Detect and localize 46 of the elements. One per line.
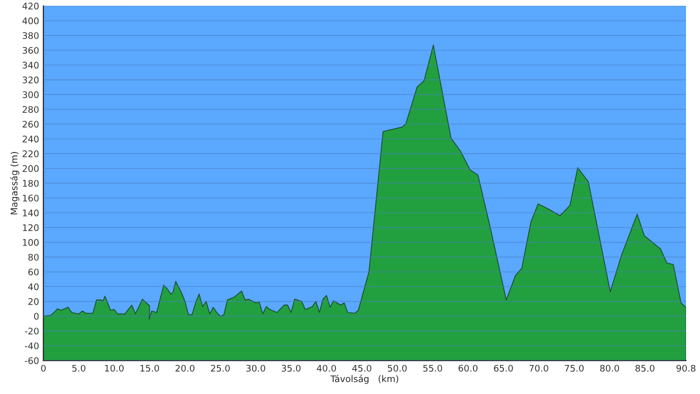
y-tick-label: 360	[22, 46, 39, 54]
y-tick-label: -40	[24, 342, 39, 350]
x-tick-label: 10.0	[105, 364, 124, 372]
y-axis-title: Magasság (m)	[10, 152, 20, 214]
y-tick-label: 60	[28, 268, 39, 276]
y-tick-label: 140	[22, 209, 39, 216]
x-tick-label: 85.0	[636, 364, 654, 372]
x-tick-label: 70.0	[529, 364, 548, 372]
x-tick-label: 0	[41, 364, 46, 372]
x-tick-label: 35.0	[282, 364, 301, 372]
y-tick-label: 0	[34, 312, 39, 320]
y-tick-label: 380	[22, 32, 39, 40]
y-tick-label: 220	[22, 150, 39, 158]
y-tick-label: 320	[22, 76, 39, 84]
x-tick-label: 25.0	[210, 364, 230, 372]
x-tick-label: 55.0	[423, 364, 442, 372]
y-tick-label: -20	[24, 328, 39, 335]
x-tick-label: 45.0	[352, 364, 372, 372]
x-tick-label: 30.0	[246, 364, 266, 372]
x-tick-label: 60.0	[458, 364, 478, 372]
y-tick-label: 80	[28, 254, 39, 261]
y-tick-label: 340	[22, 62, 39, 69]
y-tick-label: 300	[22, 91, 39, 98]
y-tick-label: 20	[28, 298, 39, 305]
x-tick-label: 90.8	[676, 364, 696, 372]
y-tick-label: 40	[28, 283, 39, 290]
x-tick-label: 5.0	[72, 364, 86, 372]
x-tick-label: 75.0	[564, 364, 584, 372]
x-axis-title: Távolság (km)	[330, 374, 398, 384]
x-tick-label: 50.0	[388, 364, 407, 372]
y-tick-label: 260	[22, 120, 39, 128]
y-tick-label: 400	[22, 17, 39, 24]
y-tick-label: 240	[22, 136, 39, 142]
y-tick-label: -60	[24, 357, 39, 364]
y-tick-label: 280	[22, 106, 39, 113]
y-tick-label: 100	[22, 239, 39, 246]
y-tick-label: 200	[22, 165, 39, 172]
y-tick-label: 420	[22, 2, 39, 10]
x-tick-label: 65.0	[494, 364, 513, 372]
y-tick-label: 180	[22, 180, 39, 187]
x-tick-label: 40.0	[316, 364, 336, 372]
x-tick-label: 15.0	[140, 364, 160, 372]
x-tick-label: 80.0	[600, 364, 620, 372]
x-tick-label: 20.0	[176, 364, 194, 372]
y-tick-label: 120	[22, 224, 39, 232]
y-tick-label: 160	[22, 194, 39, 202]
